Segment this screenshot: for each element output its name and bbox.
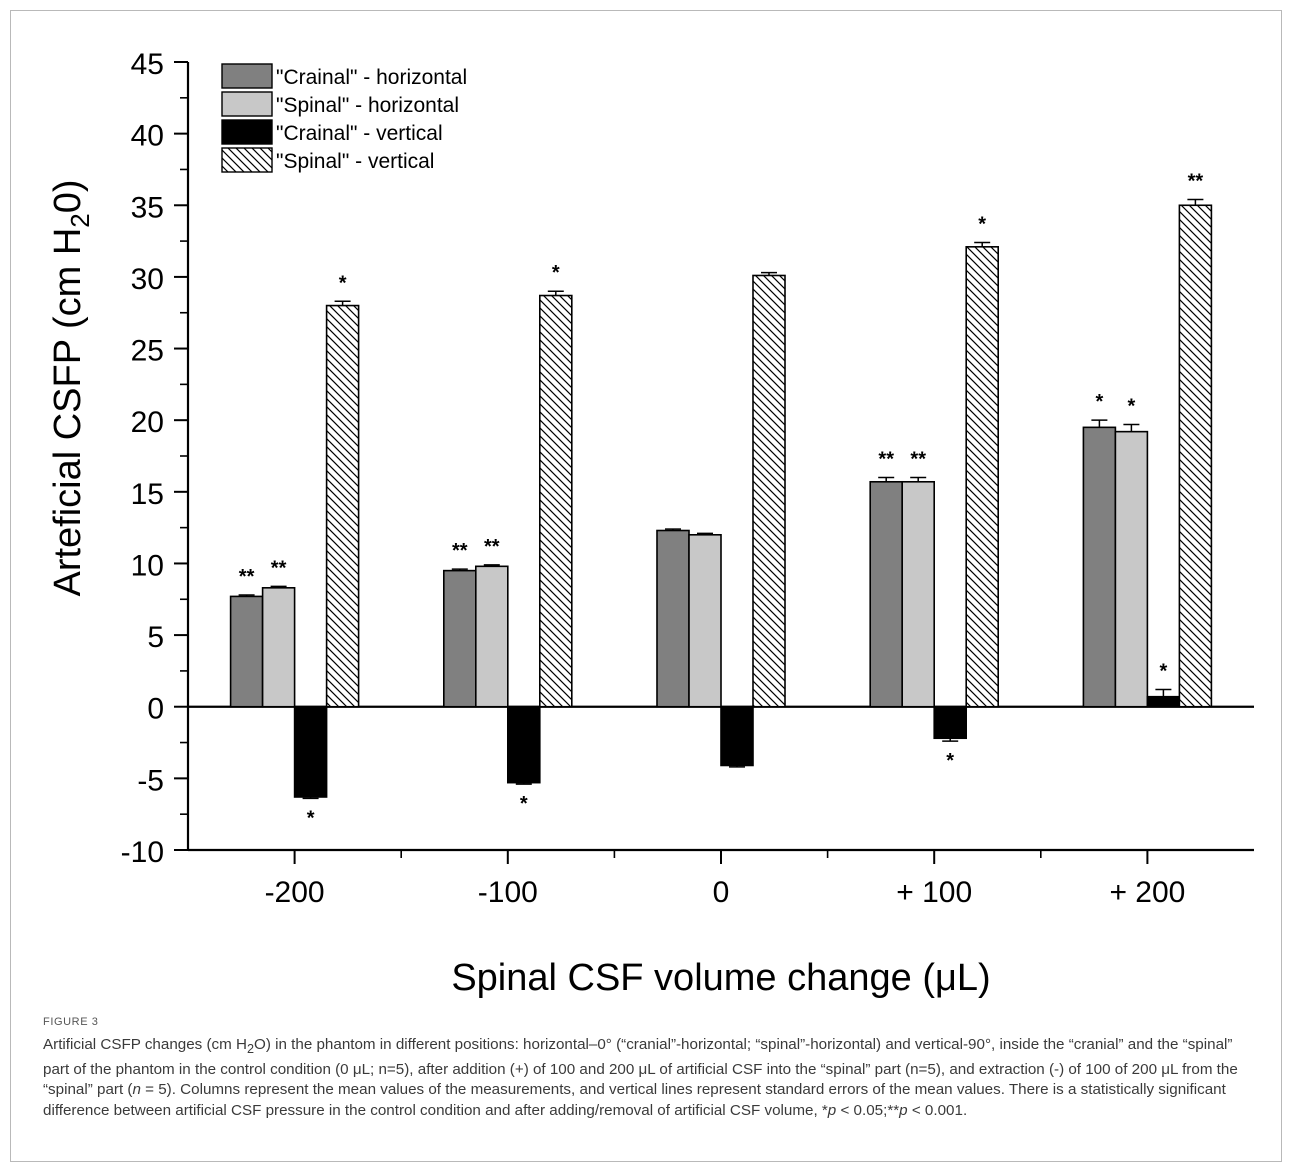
legend-label: "Spinal" - horizontal [276, 94, 459, 117]
y-tick-label: -10 [121, 836, 164, 869]
x-tick-label: + 200 [1109, 876, 1185, 909]
y-axis-label: Arteficial CSFP (cm H20) [47, 179, 95, 596]
bar [752, 274, 786, 708]
bar [869, 480, 904, 708]
significance-label: ** [239, 566, 255, 588]
bar [965, 246, 1000, 708]
significance-label: * [520, 793, 528, 815]
legend-swatch [221, 63, 273, 89]
bar [325, 304, 360, 708]
bar [538, 294, 573, 708]
y-tick-label: 20 [131, 406, 164, 439]
bar [261, 587, 296, 708]
y-tick-label: 30 [131, 263, 164, 296]
legend-swatch [221, 91, 273, 117]
y-tick-label: 25 [131, 335, 164, 368]
y-tick-label: 5 [147, 621, 164, 654]
legend: "Crainal" - horizontal "Spinal" - horizon… [221, 63, 467, 173]
x-axis-label: Spinal CSF volume change (μL) [451, 957, 990, 999]
significance-label: ** [271, 557, 287, 579]
y-tick-label: 10 [131, 549, 164, 582]
axes: -10 -5 0 5 10 15 20 25 30 35 40 45 -200 -100 0 + 100 + 2… [121, 48, 1254, 909]
bar-chart: -10 -5 0 5 10 15 20 25 30 35 40 45 -200 -100 0 + 100 + 2… [47, 48, 1254, 999]
y-tick-label: 35 [131, 191, 164, 224]
bar [901, 480, 936, 708]
significance-label: * [946, 750, 954, 772]
y-tick-label: -5 [137, 764, 164, 797]
y-tick-label: 0 [147, 693, 164, 726]
legend-swatch [221, 147, 273, 173]
significance-label: * [307, 807, 315, 829]
significance-label: ** [452, 540, 468, 562]
y-tick-label: 15 [131, 478, 164, 511]
bar [474, 565, 509, 708]
significance-label: ** [484, 536, 500, 558]
legend-label: "Spinal" - vertical [276, 150, 434, 173]
significance-label: * [339, 272, 347, 294]
bars: ** ****** ****** ***** **** [229, 171, 1213, 829]
significance-label: * [978, 214, 986, 236]
significance-label: * [552, 262, 560, 284]
bar [1114, 430, 1149, 708]
significance-label: ** [878, 448, 894, 470]
x-tick-label: 0 [713, 876, 730, 909]
legend-label: "Crainal" - vertical [276, 122, 443, 145]
x-tick-label: + 100 [896, 876, 972, 909]
bar [688, 533, 722, 708]
significance-label: ** [1188, 171, 1204, 193]
bar [656, 529, 690, 708]
bar [442, 569, 477, 708]
legend-label: "Crainal" - horizontal [276, 66, 467, 89]
bar [1178, 204, 1213, 708]
significance-label: * [1128, 395, 1136, 417]
significance-label: * [1160, 661, 1168, 683]
bar [229, 595, 264, 708]
significance-label: ** [910, 448, 926, 470]
figure-label: FIGURE 3 [43, 1016, 99, 1028]
y-tick-label: 45 [131, 48, 164, 81]
legend-swatch [221, 119, 273, 145]
bar [506, 705, 541, 784]
x-tick-label: -100 [478, 876, 538, 909]
significance-label: * [1096, 391, 1104, 413]
bar [293, 705, 328, 798]
figure-frame [10, 10, 1282, 1162]
bar [933, 705, 968, 740]
x-tick-label: -200 [265, 876, 325, 909]
bar [720, 705, 754, 767]
bar [1082, 426, 1117, 708]
bar [1146, 695, 1181, 708]
y-tick-label: 40 [131, 120, 164, 153]
figure-caption: Artificial CSFP changes (cm H2O) in the … [43, 1036, 1238, 1119]
